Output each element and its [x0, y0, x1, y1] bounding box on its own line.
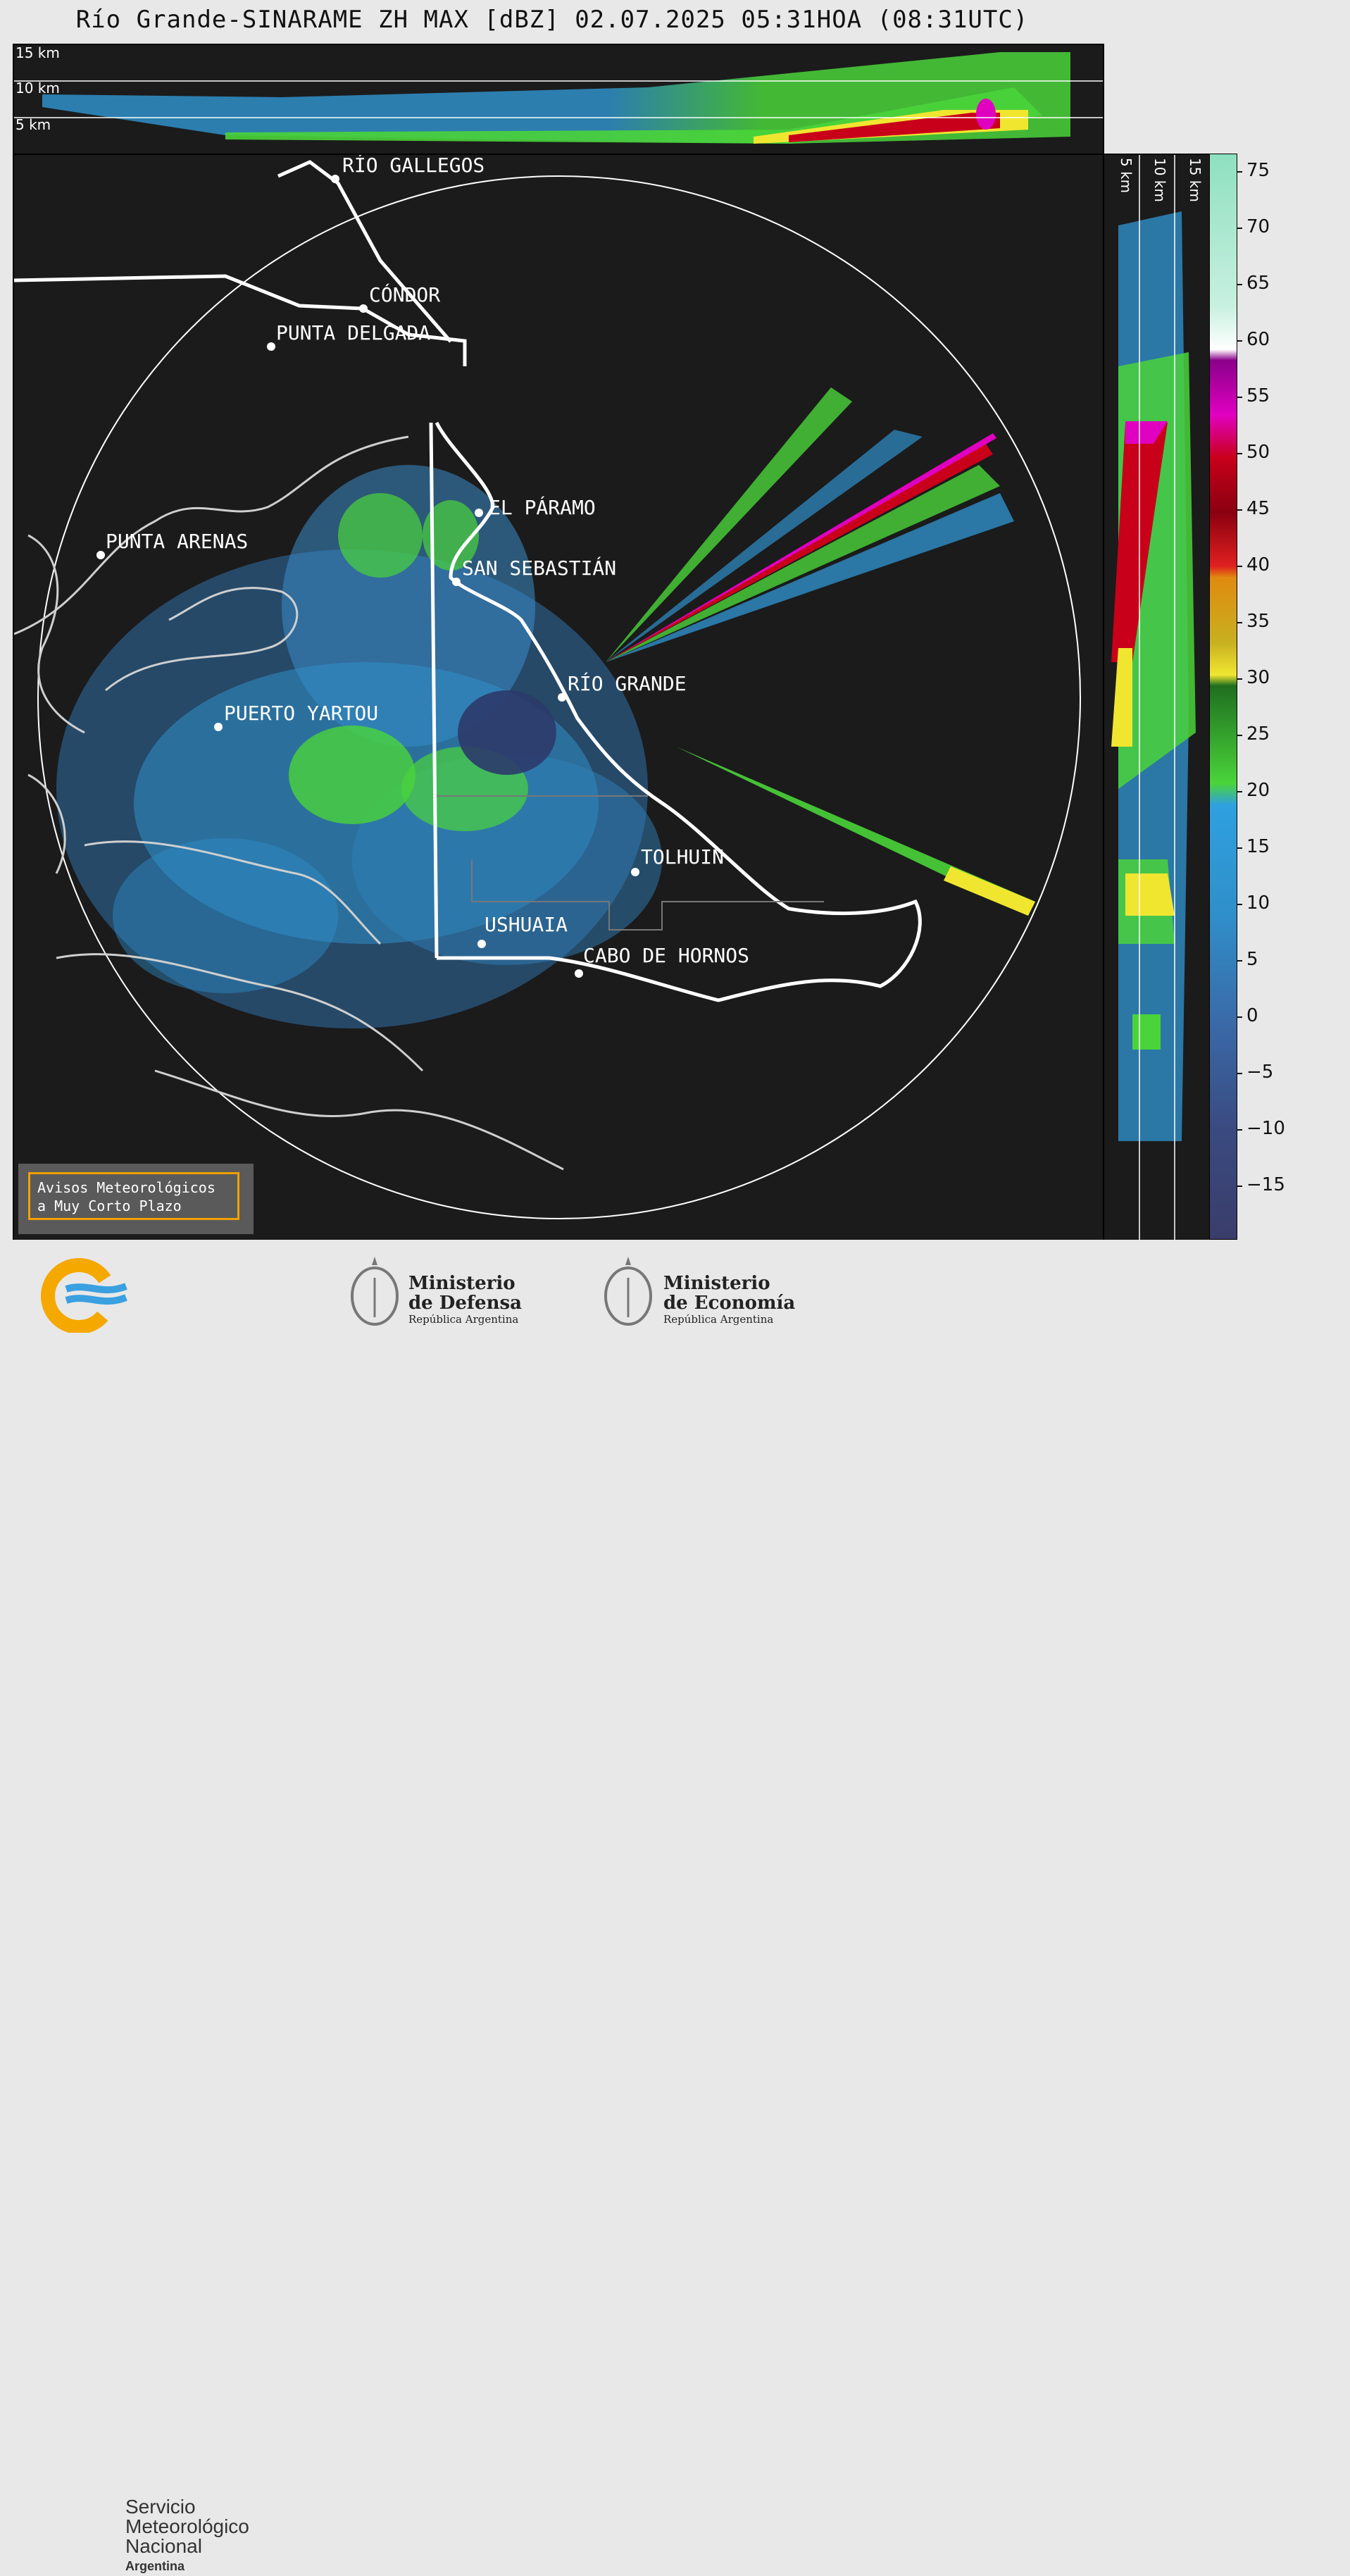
colorbar-tick-label: 65 — [1246, 273, 1270, 294]
radar-map-svg: RÍO GALLEGOS CÓNDOR PUNTA DELGADA EL PÁR… — [14, 155, 1081, 1219]
side-label-10km: 10 km — [1151, 158, 1168, 202]
top-cross-section-panel: 15 km 10 km 5 km — [13, 44, 1104, 155]
side-label-15km: 15 km — [1187, 158, 1204, 202]
colorbar-tick-label: 10 — [1246, 892, 1270, 914]
city-puerto-yartou: PUERTO YARTOU — [224, 702, 378, 725]
colorbar-tick-label: 25 — [1246, 723, 1270, 745]
city-markers: RÍO GALLEGOS CÓNDOR PUNTA DELGADA EL PÁR… — [96, 155, 749, 978]
colorbar-tick-label: 0 — [1246, 1005, 1258, 1026]
colorbar-tick-label: 30 — [1246, 667, 1270, 688]
colorbar-tick-mark — [1237, 847, 1242, 849]
side-cross-section-svg: 5 km 10 km 15 km — [1111, 155, 1204, 1240]
smn-line-4: Argentina — [125, 2559, 185, 2573]
city-rio-gallegos: RÍO GALLEGOS — [342, 155, 485, 177]
argentina-seal-icon-2 — [604, 1257, 652, 1326]
economia-text: Ministerio de Economía República Argenti… — [663, 1274, 795, 1326]
colorbar-tick-mark — [1237, 284, 1242, 285]
colorbar-tick-label: 45 — [1246, 498, 1270, 519]
city-tolhuin: TOLHUIN — [641, 845, 724, 869]
top-label-10km: 10 km — [15, 80, 60, 97]
economia-line-2: de Economía — [663, 1293, 796, 1314]
colorbar-tick-mark — [1237, 397, 1242, 398]
coastlines — [14, 435, 564, 1171]
colorbar-tick-label: −15 — [1246, 1174, 1285, 1195]
city-ushuaia: USHUAIA — [485, 913, 568, 936]
city-cabo-de-hornos: CABO DE HORNOS — [583, 944, 749, 967]
top-cross-section-svg: 15 km 10 km 5 km — [14, 45, 1103, 144]
colorbar-tick-mark — [1237, 960, 1242, 962]
colorbar-tick-mark — [1237, 735, 1242, 736]
colorbar-tick-label: 60 — [1246, 329, 1270, 350]
economia-sub: República Argentina — [663, 1313, 774, 1326]
colorbar-tick-mark — [1237, 340, 1242, 342]
economia-line-1: Ministerio — [663, 1273, 770, 1294]
colorbar — [1209, 154, 1237, 1240]
colorbar-tick-label: 15 — [1246, 836, 1270, 857]
top-label-5km: 5 km — [15, 116, 51, 133]
smn-line-3: Nacional — [125, 2535, 202, 2557]
smn-line-1: Servicio — [125, 2496, 196, 2518]
colorbar-tick-label: 35 — [1246, 611, 1270, 632]
city-punta-delgada: PUNTA DELGADA — [276, 321, 430, 344]
alert-box: Avisos Meteorológicos a Muy Corto Plazo — [18, 1164, 254, 1234]
side-cross-section-panel: 5 km 10 km 15 km — [1103, 154, 1211, 1241]
footer: Servicio Meteorológico Nacional Argentin… — [0, 1240, 1350, 2573]
colorbar-tick-mark — [1237, 1016, 1242, 1018]
alert-line-2: a Muy Corto Plazo — [37, 1197, 182, 1214]
colorbar-tick-label: 40 — [1246, 554, 1270, 575]
colorbar-tick-mark — [1237, 566, 1242, 567]
colorbar-tick-mark — [1237, 453, 1242, 454]
colorbar-tick-label: 70 — [1246, 216, 1270, 237]
colorbar-tick-mark — [1237, 904, 1242, 905]
city-san-sebastian: SAN SEBASTIÁN — [462, 556, 616, 580]
top-label-15km: 15 km — [15, 45, 60, 61]
smn-logo-icon — [41, 1258, 127, 1333]
alert-line-1: Avisos Meteorológicos — [37, 1179, 215, 1196]
colorbar-tick-mark — [1237, 1129, 1242, 1131]
smn-text: Servicio Meteorológico Nacional Argentin… — [125, 2497, 249, 2576]
colorbar-tick-mark — [1237, 791, 1242, 792]
city-punta-arenas: PUNTA ARENAS — [106, 530, 248, 553]
side-label-5km: 5 km — [1118, 158, 1135, 193]
colorbar-tick-label: −5 — [1246, 1062, 1274, 1083]
colorbar-tick-label: 20 — [1246, 780, 1270, 801]
smn-line-2: Meteorológico — [125, 2515, 249, 2537]
colorbar-tick-mark — [1237, 678, 1242, 680]
argentina-seal-icon — [351, 1257, 399, 1326]
city-condor: CÓNDOR — [369, 282, 440, 306]
defensa-text: Ministerio de Defensa República Argentin… — [408, 1274, 522, 1326]
defensa-line-2: de Defensa — [408, 1293, 522, 1314]
colorbar-tick-label: 5 — [1246, 949, 1258, 970]
radar-map-panel[interactable]: RÍO GALLEGOS CÓNDOR PUNTA DELGADA EL PÁR… — [13, 154, 1104, 1241]
city-rio-grande: RÍO GRANDE — [568, 671, 687, 695]
colorbar-tick-mark — [1237, 509, 1242, 511]
defensa-sub: República Argentina — [408, 1313, 519, 1326]
colorbar-tick-label: 55 — [1246, 385, 1270, 406]
colorbar-tick-mark — [1237, 171, 1242, 173]
province-lines — [437, 795, 824, 931]
defensa-line-1: Ministerio — [408, 1273, 515, 1294]
colorbar-tick-label: 75 — [1246, 160, 1270, 181]
colorbar-tick-label: −10 — [1246, 1118, 1285, 1139]
colorbar-tick-mark — [1237, 1073, 1242, 1074]
city-el-paramo: EL PÁRAMO — [489, 495, 596, 519]
colorbar-tick-label: 50 — [1246, 442, 1270, 463]
colorbar-tick-mark — [1237, 228, 1242, 229]
map-title: Río Grande-SINARAME ZH MAX [dBZ] 02.07.2… — [75, 6, 1029, 34]
colorbar-tick-mark — [1237, 622, 1242, 623]
colorbar-tick-mark — [1237, 1186, 1242, 1187]
radar-echoes — [56, 387, 1035, 1028]
alert-box-inner: Avisos Meteorológicos a Muy Corto Plazo — [28, 1172, 239, 1220]
